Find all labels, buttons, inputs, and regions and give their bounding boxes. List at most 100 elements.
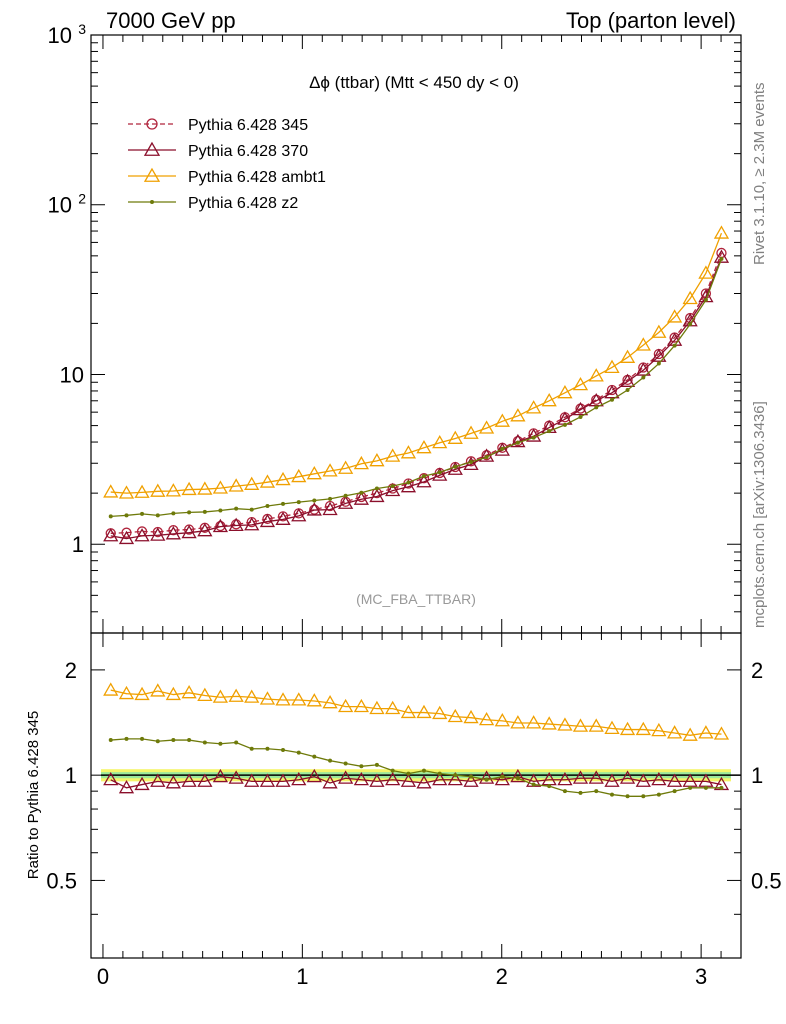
ratio-series-2 (108, 736, 724, 799)
data-point (369, 773, 385, 787)
data-point (103, 682, 119, 696)
data-point (400, 478, 417, 493)
ratio-y-tick-label-right: 2 (751, 658, 763, 683)
y-tick-label: 10 (48, 23, 72, 48)
data-point (359, 490, 364, 495)
data-point (656, 361, 661, 366)
data-point (197, 481, 213, 495)
data-point (197, 687, 213, 701)
data-point (171, 511, 176, 516)
data-point (385, 771, 401, 786)
data-point (353, 698, 369, 713)
data-point (134, 528, 150, 542)
main-series-0 (105, 247, 727, 539)
data-point (134, 686, 150, 701)
data-point (306, 502, 322, 516)
data-point (369, 700, 385, 715)
data-point (572, 401, 589, 416)
data-point (719, 256, 724, 261)
data-point (275, 773, 291, 787)
data-point (572, 770, 589, 784)
data-point (324, 500, 336, 512)
data-point (108, 514, 113, 519)
data-point (385, 448, 401, 462)
data-point (306, 465, 322, 480)
data-point (328, 758, 333, 763)
data-point (494, 413, 510, 427)
data-point (463, 425, 479, 439)
data-point (526, 715, 542, 729)
main-series-line (110, 252, 723, 534)
data-point (212, 518, 229, 533)
ratio-series-line (110, 738, 722, 797)
x-axis: 0 1 2 3 (97, 35, 742, 989)
data-point (275, 471, 291, 486)
data-point (337, 460, 354, 474)
analysis-tag: (MC_FBA_TTBAR) (356, 591, 476, 607)
data-point (400, 704, 417, 719)
data-point (469, 774, 474, 779)
main-y-axis: 1 10 10 2 10 3 (48, 21, 741, 634)
data-point (432, 467, 448, 481)
data-point (619, 721, 636, 736)
data-point (713, 249, 730, 263)
data-point (588, 718, 604, 732)
data-point (181, 773, 197, 787)
data-point (406, 771, 411, 776)
data-point (140, 511, 145, 516)
data-point (155, 513, 160, 518)
data-point (463, 709, 479, 724)
legend-label: Pythia 6.428 z2 (188, 195, 298, 212)
data-point (150, 200, 154, 204)
ratio-y-axis: 0.5 0.5 1 1 2 2 (46, 658, 782, 915)
data-point (515, 776, 520, 781)
data-point (400, 773, 417, 787)
data-point (150, 527, 166, 541)
data-point (604, 385, 620, 399)
data-point (588, 368, 604, 382)
data-point (541, 392, 557, 407)
data-point (453, 464, 458, 469)
data-point (259, 691, 276, 705)
data-point (635, 337, 651, 351)
data-point (291, 771, 307, 786)
data-point (121, 527, 132, 538)
data-point (531, 782, 536, 787)
data-point (343, 493, 348, 498)
data-point (572, 718, 589, 732)
data-point (416, 704, 432, 719)
data-point (500, 446, 505, 451)
main-series-line (110, 257, 723, 540)
data-point (197, 522, 213, 537)
data-point (218, 741, 223, 746)
data-point (187, 510, 192, 515)
ratio-y-tick-label-right: 1 (751, 763, 763, 788)
legend: Pythia 6.428 345 Pythia 6.428 370 Pythia 6… (128, 117, 326, 212)
data-point (635, 721, 651, 736)
main-series-line (110, 258, 723, 517)
data-point (322, 463, 338, 477)
data-point (719, 785, 724, 790)
data-point (143, 141, 161, 156)
ratio-series-1 (103, 682, 730, 741)
data-point (547, 784, 552, 789)
data-point (682, 727, 698, 741)
data-point (306, 768, 322, 783)
data-point (557, 385, 573, 399)
data-point (165, 686, 181, 701)
data-point (259, 474, 276, 488)
ratio-y-tick-label: 2 (65, 658, 77, 683)
data-point (447, 430, 463, 444)
data-point (478, 420, 495, 434)
data-point (244, 517, 260, 531)
data-point (478, 770, 495, 784)
data-point (369, 453, 385, 467)
data-point (531, 435, 536, 440)
data-point (703, 297, 708, 302)
data-point (416, 474, 432, 488)
data-point (557, 771, 573, 786)
y-tick-exponent: 2 (78, 191, 86, 207)
data-point (155, 739, 160, 744)
data-point (562, 422, 567, 427)
